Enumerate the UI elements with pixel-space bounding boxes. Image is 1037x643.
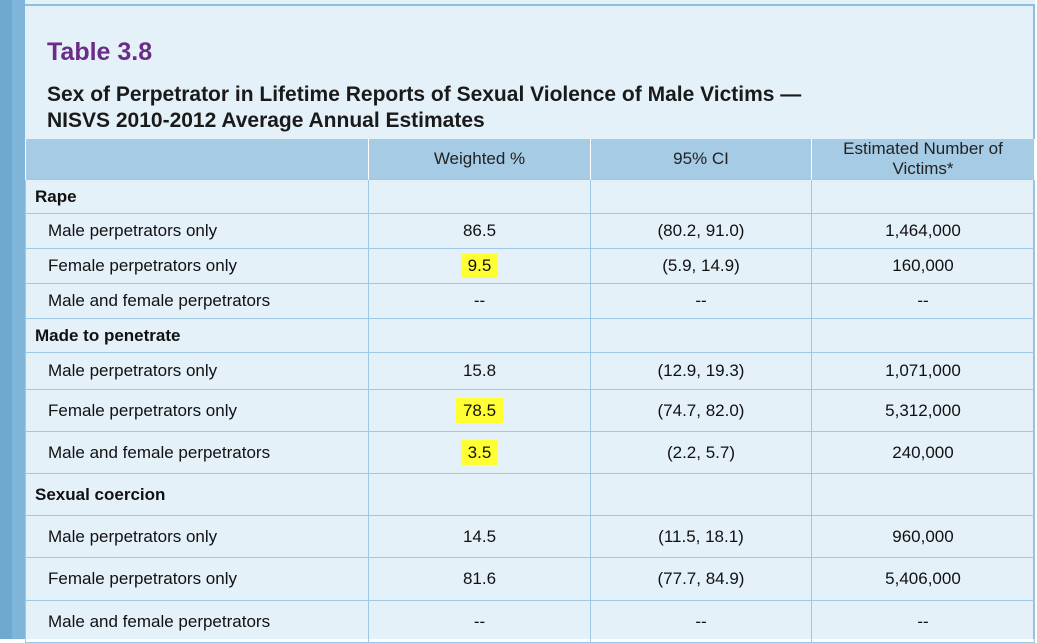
table-title: Sex of Perpetrator in Lifetime Reports o… [47,82,947,134]
section-row-made-to-penetrate: Made to penetrate [25,318,1035,353]
victims-cell: 5,406,000 [811,557,1035,601]
header-ci: 95% CI [590,139,812,180]
victims-cell: -- [811,283,1035,319]
ci-cell: (2.2, 5.7) [590,431,812,474]
weighted-pct-cell: 15.8 [368,352,591,390]
empty-cell [811,318,1035,353]
section-label: Made to penetrate [25,318,369,353]
victims-cell: 1,071,000 [811,352,1035,390]
table-title-line-2: NISVS 2010-2012 Average Annual Estimates [47,109,485,132]
header-weighted-pct: Weighted % [368,139,591,180]
ci-cell: -- [590,283,812,319]
ci-cell: (11.5, 18.1) [590,515,812,558]
victims-cell: 1,464,000 [811,213,1035,249]
highlighted-value: 9.5 [460,253,499,278]
left-accent-bar [0,0,12,639]
highlighted-value: 78.5 [455,397,504,423]
table-row: Female perpetrators only 9.5 (5.9, 14.9)… [25,248,1035,284]
row-label: Male perpetrators only [25,213,369,249]
ci-cell: (80.2, 91.0) [590,213,812,249]
table-row: Male and female perpetrators -- -- -- [25,600,1035,643]
table-row: Male and female perpetrators 3.5 (2.2, 5… [25,431,1035,474]
row-label: Male perpetrators only [25,352,369,390]
ci-cell: (74.7, 82.0) [590,389,812,432]
section-label: Rape [25,179,369,214]
victims-cell: 960,000 [811,515,1035,558]
row-label: Male and female perpetrators [25,431,369,474]
row-label: Female perpetrators only [25,389,369,432]
table-number: Table 3.8 [47,38,153,66]
empty-cell [590,179,812,214]
empty-cell [368,179,591,214]
table-row: Female perpetrators only 81.6 (77.7, 84.… [25,557,1035,601]
row-label: Female perpetrators only [25,248,369,284]
empty-cell [590,318,812,353]
ci-cell: (12.9, 19.3) [590,352,812,390]
empty-cell [368,318,591,353]
empty-cell [590,473,812,516]
weighted-pct-cell: 9.5 [368,248,591,284]
weighted-pct-cell: 14.5 [368,515,591,558]
weighted-pct-cell: 86.5 [368,213,591,249]
victims-cell: 5,312,000 [811,389,1035,432]
row-label: Male perpetrators only [25,515,369,558]
weighted-pct-cell: -- [368,600,591,643]
table-title-line-1: Sex of Perpetrator in Lifetime Reports o… [47,83,802,106]
data-table: Weighted % 95% CI Estimated Number of Vi… [25,139,1035,643]
highlighted-value: 3.5 [460,439,499,465]
table-row: Male and female perpetrators -- -- -- [25,283,1035,319]
empty-cell [368,473,591,516]
empty-cell [811,473,1035,516]
header-label-column [25,139,369,180]
weighted-pct-cell: 3.5 [368,431,591,474]
header-row: Weighted % 95% CI Estimated Number of Vi… [25,139,1035,180]
victims-cell: 240,000 [811,431,1035,474]
row-label: Male and female perpetrators [25,600,369,643]
ci-cell: -- [590,600,812,643]
table-row: Male perpetrators only 86.5 (80.2, 91.0)… [25,213,1035,249]
victims-cell: -- [811,600,1035,643]
weighted-pct-cell: 81.6 [368,557,591,601]
section-row-sexual-coercion: Sexual coercion [25,473,1035,516]
section-label: Sexual coercion [25,473,369,516]
row-label: Male and female perpetrators [25,283,369,319]
victims-cell: 160,000 [811,248,1035,284]
table-row: Female perpetrators only 78.5 (74.7, 82.… [25,389,1035,432]
weighted-pct-cell: -- [368,283,591,319]
top-border [25,4,1035,6]
table-row: Male perpetrators only 15.8 (12.9, 19.3)… [25,352,1035,390]
empty-cell [811,179,1035,214]
table-row: Male perpetrators only 14.5 (11.5, 18.1)… [25,515,1035,558]
ci-cell: (77.7, 84.9) [590,557,812,601]
header-estimated-victims: Estimated Number of Victims* [811,139,1035,180]
row-label: Female perpetrators only [25,557,369,601]
ci-cell: (5.9, 14.9) [590,248,812,284]
weighted-pct-cell: 78.5 [368,389,591,432]
section-row-rape: Rape [25,179,1035,214]
